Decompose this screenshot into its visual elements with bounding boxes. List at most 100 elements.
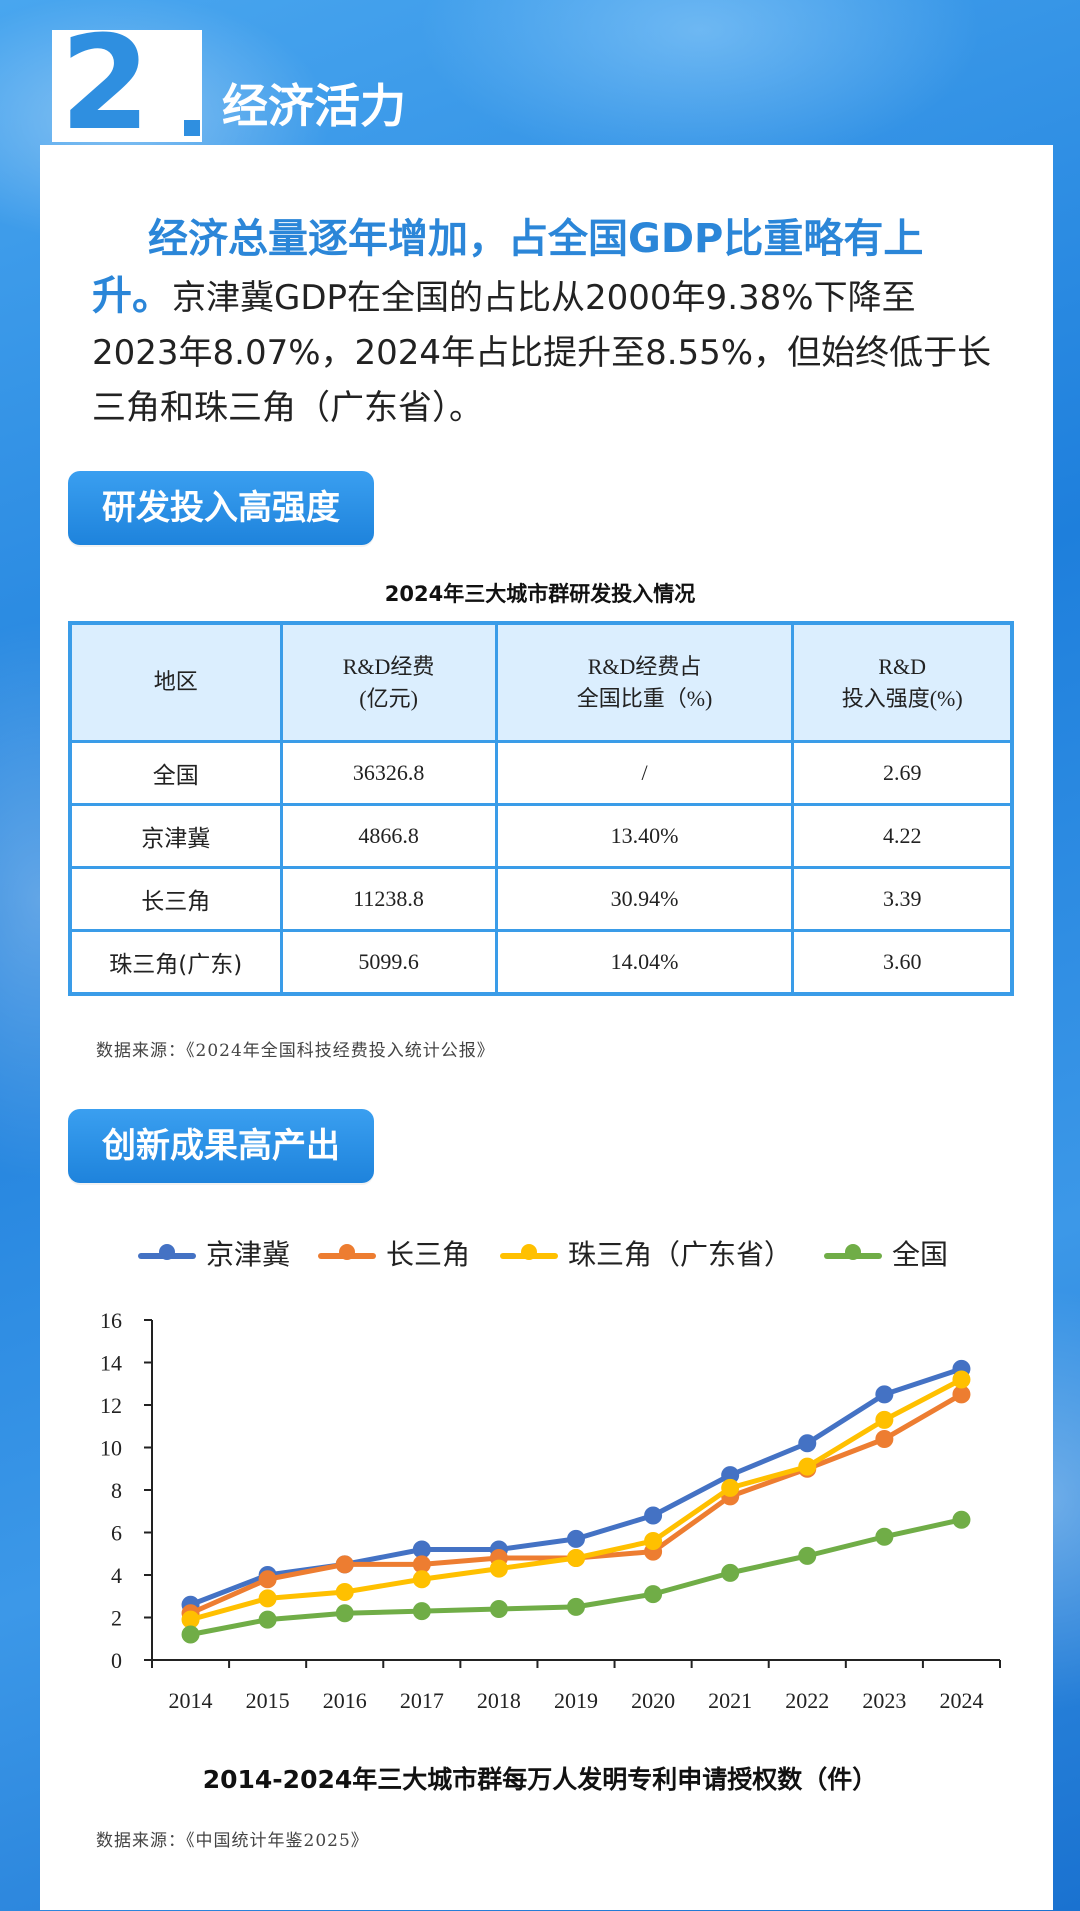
table-cell: 4866.8 [279, 803, 498, 869]
data-point [952, 1370, 971, 1389]
table-row: 长三角 11238.8 30.94% 3.39 [68, 866, 1014, 932]
x-tick-label: 2016 [323, 1688, 367, 1710]
table-cell: 全国 [68, 740, 283, 806]
x-tick-label: 2023 [862, 1688, 906, 1710]
data-point [258, 1570, 277, 1589]
data-point [798, 1434, 817, 1453]
rd-table-source: 数据来源：《2024年全国科技经费投入统计公报》 [96, 1041, 495, 1061]
x-tick-label: 2015 [246, 1688, 290, 1710]
data-point [721, 1478, 740, 1497]
intro-paragraph: 经济总量逐年增加，占全国GDP比重略有上升。京津冀GDP在全国的占比从2000年… [92, 212, 1002, 436]
data-point [412, 1570, 431, 1589]
patent-line-chart: 0 2 4 6 8 10 12 14 16 2014 2015 2016 2017 2018 2019 202… [100, 1308, 1001, 1710]
x-tick-label: 2024 [939, 1688, 983, 1710]
table-cell: 30.94% [494, 866, 795, 932]
data-point [875, 1385, 894, 1404]
y-tick-label: 4 [111, 1563, 122, 1588]
section-label-rd: 研发投入高强度 [68, 471, 374, 545]
data-point [181, 1610, 200, 1629]
table-cell: 2.69 [791, 740, 1014, 806]
y-tick-label: 10 [100, 1436, 122, 1461]
rd-table-title: 2024年三大城市群研发投入情况 [384, 582, 696, 606]
rd-header-share: R&D经费占 全国比重（%) [494, 621, 795, 743]
data-point [952, 1385, 971, 1404]
intro-lead: 经济总量逐年增加，占全国GDP比重略有上升。 [92, 216, 924, 319]
table-cell: 13.40% [494, 803, 795, 869]
data-point [412, 1540, 431, 1559]
data-point [335, 1583, 354, 1601]
x-tick-label: 2022 [785, 1688, 829, 1710]
data-point [489, 1600, 508, 1618]
y-tick-label: 8 [111, 1478, 122, 1503]
x-tick-label: 2017 [400, 1688, 444, 1710]
table-cell: 4.22 [791, 803, 1014, 869]
y-tick-label: 16 [100, 1308, 122, 1333]
data-point [335, 1604, 354, 1623]
table-row: 全国 36326.8 / 2.69 [68, 740, 1014, 806]
intro-body: 京津冀GDP在全国的占比从2000年9.38%下降至2023年8.07%，202… [92, 278, 992, 428]
rd-header-region: 地区 [68, 621, 283, 743]
rd-header-intensity: R&D 投入强度(%) [791, 621, 1014, 743]
rd-table-header-row: 地区 R&D经费 (亿元) R&D经费占 全国比重（%) R&D 投入强度(%) [68, 621, 1014, 743]
data-point [567, 1549, 585, 1567]
data-point [567, 1597, 585, 1616]
series-line-1 [189, 1392, 963, 1616]
chart-source: 数据来源：《中国统计年鉴2025》 [96, 1831, 369, 1851]
data-point [181, 1625, 200, 1644]
y-tick-label: 2 [111, 1606, 122, 1631]
table-cell: 14.04% [494, 929, 795, 996]
section-number-badge: 2 [52, 18, 202, 148]
y-tick-label: 12 [100, 1393, 122, 1418]
legend-marker-icon [339, 1244, 355, 1260]
data-point [721, 1563, 740, 1582]
legend-marker-icon [521, 1244, 537, 1260]
data-point [412, 1602, 431, 1621]
data-point [875, 1410, 894, 1429]
section-label-innovation: 创新成果高产出 [68, 1109, 374, 1183]
data-point [412, 1555, 431, 1574]
rd-header-expense: R&D经费 (亿元) [279, 621, 498, 743]
table-row: 京津冀 4866.8 13.40% 4.22 [68, 803, 1014, 869]
data-point [335, 1555, 354, 1574]
series-line-2 [189, 1377, 963, 1623]
table-cell: 3.60 [791, 929, 1014, 996]
table-cell: 11238.8 [279, 866, 498, 932]
x-tick-label: 2014 [169, 1688, 213, 1710]
data-point [489, 1559, 508, 1578]
x-tick-label: 2020 [631, 1688, 675, 1710]
data-point [952, 1510, 971, 1529]
rd-table: 地区 R&D经费 (亿元) R&D经费占 全国比重（%) R&D 投入强度(%) 全国… [68, 621, 1014, 996]
legend-marker-icon [845, 1244, 861, 1260]
data-point [798, 1546, 817, 1565]
table-cell: 京津冀 [68, 803, 283, 869]
table-row: 珠三角(广东) 5099.6 14.04% 3.60 [68, 929, 1014, 996]
x-tick-label: 2018 [477, 1688, 521, 1710]
legend-marker-icon [159, 1244, 175, 1260]
table-cell: 珠三角(广东) [68, 929, 283, 996]
data-point [644, 1532, 663, 1550]
y-tick-label: 14 [100, 1351, 122, 1376]
table-cell: 长三角 [68, 866, 283, 932]
data-point [567, 1529, 585, 1548]
data-point [721, 1466, 740, 1485]
data-point [644, 1506, 663, 1525]
section-number: 2 [60, 7, 150, 159]
section-title: 经济活力 [222, 79, 406, 133]
table-cell: 5099.6 [279, 929, 498, 996]
chart-legend: 京津冀 长三角 珠三角（广东省） 全国 [0, 1230, 1080, 1280]
table-cell: 3.39 [791, 866, 1014, 932]
table-cell: / [494, 740, 795, 806]
data-point [875, 1527, 894, 1546]
table-cell: 36326.8 [279, 740, 498, 806]
y-tick-label: 6 [111, 1521, 122, 1546]
data-point [258, 1610, 277, 1629]
data-point [875, 1430, 894, 1448]
data-point [798, 1457, 817, 1476]
section-number-dot [184, 120, 200, 136]
x-tick-label: 2021 [708, 1688, 752, 1710]
chart-title: 2014-2024年三大城市群每万人发明专利申请授权数（件） [202, 1765, 878, 1794]
data-point [644, 1585, 663, 1604]
data-point [258, 1589, 277, 1608]
y-tick-label: 0 [111, 1648, 122, 1673]
x-tick-label: 2019 [554, 1688, 598, 1710]
